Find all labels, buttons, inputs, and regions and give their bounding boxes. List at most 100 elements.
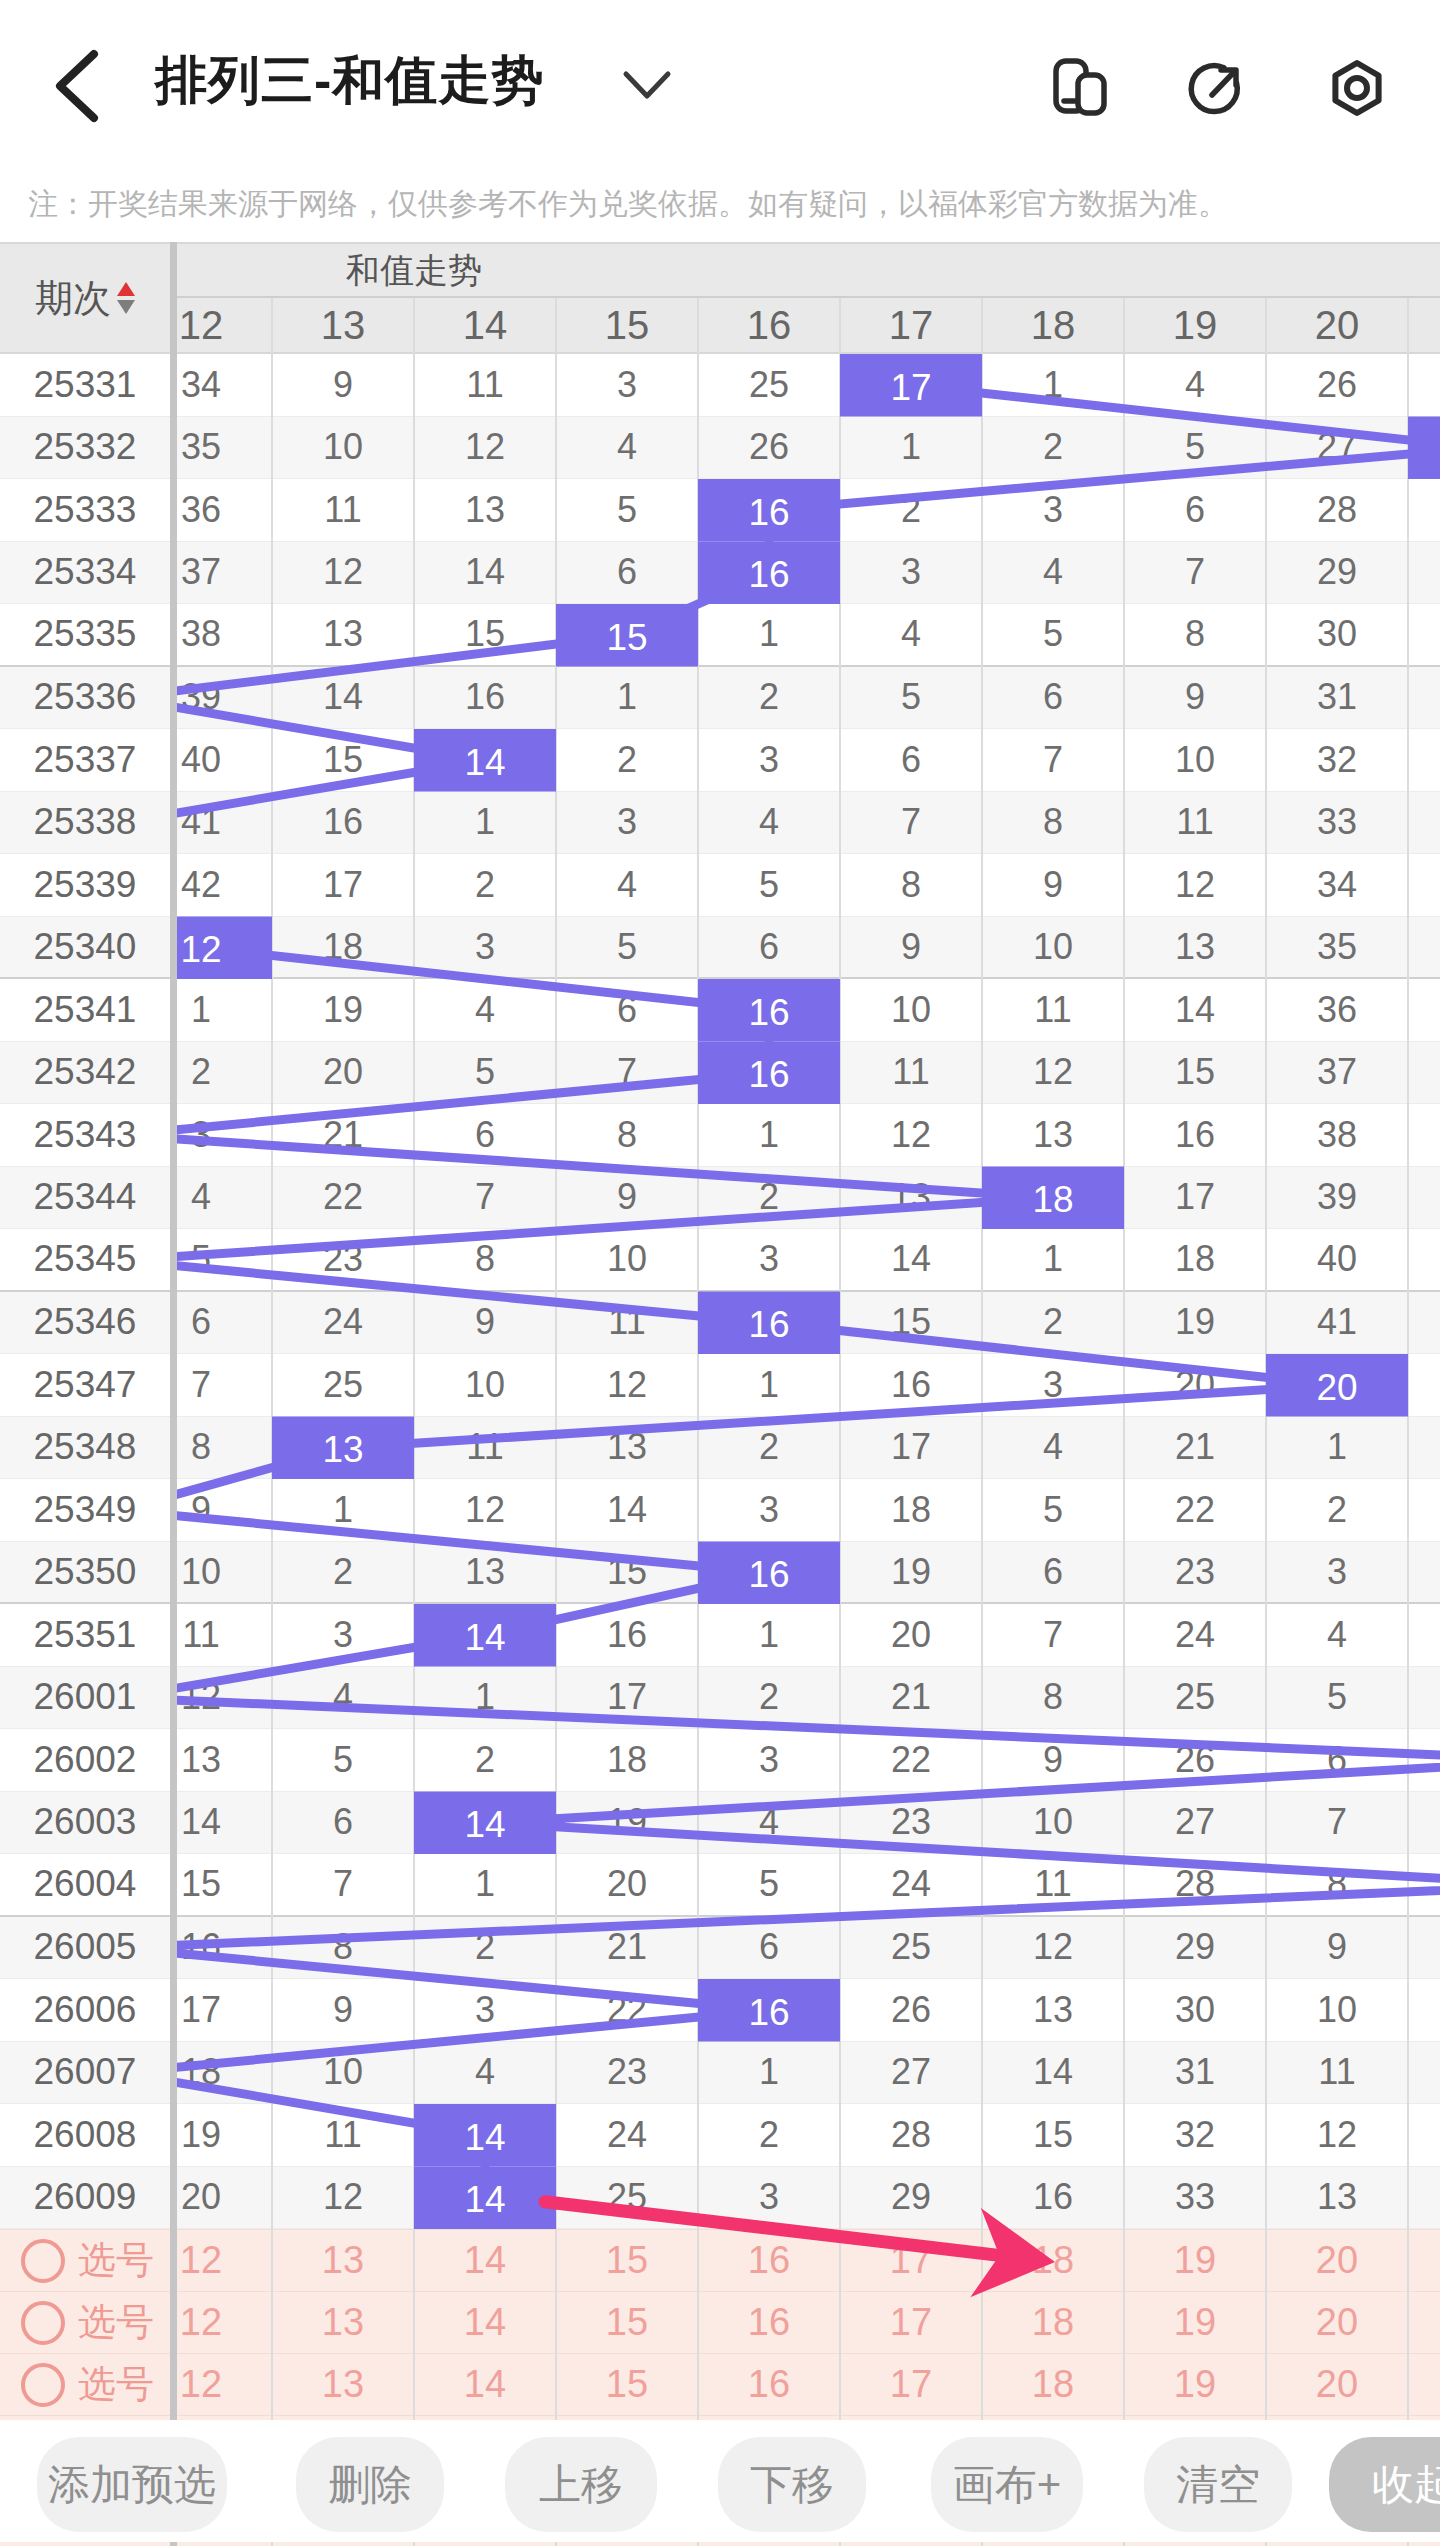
settings-icon[interactable] [1326, 58, 1388, 122]
chevron-down-icon[interactable] [618, 66, 676, 106]
value-cell: 19 [283, 979, 403, 1041]
value-cell: 3 [709, 1729, 829, 1791]
value-cell: 3 [709, 1229, 829, 1290]
selection-value[interactable]: 15 [567, 2292, 687, 2353]
value-cell: 4 [1135, 354, 1255, 416]
value-cell: 6 [709, 917, 829, 978]
value-cell: 17 [851, 1417, 971, 1479]
selection-value[interactable]: 15 [567, 2354, 687, 2415]
value-cell: 11 [425, 354, 545, 416]
value-cell: 23 [283, 1229, 403, 1290]
selection-row[interactable]: 选号121314151617181920 [0, 2229, 1440, 2291]
selection-value[interactable]: 20 [1277, 2354, 1397, 2415]
selection-value[interactable]: 14 [425, 2354, 545, 2415]
selection-value[interactable]: 12 [141, 2354, 261, 2415]
selection-value[interactable]: 17 [851, 2292, 971, 2353]
selection-value[interactable]: 19 [1135, 2354, 1255, 2415]
selection-value[interactable]: 18 [993, 2230, 1113, 2291]
table-row: 253499112143185222 [0, 1479, 1440, 1542]
value-cell: 8 [1135, 604, 1255, 665]
selection-value[interactable]: 16 [709, 2292, 829, 2353]
selection-row[interactable]: 选号121314151617181920 [0, 2291, 1440, 2353]
selection-value[interactable]: 14 [425, 2230, 545, 2291]
value-cell: 5 [851, 667, 971, 729]
table-row: 253501021315196233 [0, 1542, 1440, 1605]
selection-value[interactable]: 14 [425, 2292, 545, 2353]
value-cell: 5 [709, 1854, 829, 1915]
value-cell: 11 [993, 1854, 1113, 1915]
selection-value[interactable]: 15 [567, 2230, 687, 2291]
selection-value[interactable]: 12 [141, 2292, 261, 2353]
value-cell: 9 [141, 1479, 261, 1541]
back-icon[interactable] [48, 48, 104, 124]
delete-button[interactable]: 删除 [296, 2437, 444, 2532]
move-up-button[interactable]: 上移 [505, 2437, 657, 2532]
selection-value[interactable]: 17 [851, 2354, 971, 2415]
value-cell: 12 [993, 1917, 1113, 1979]
selection-value[interactable]: 17 [851, 2230, 971, 2291]
value-cell: 30 [1277, 604, 1397, 665]
value-cell: 14 [283, 667, 403, 729]
value-cell: 11 [283, 2104, 403, 2166]
value-cell: 2 [567, 729, 687, 791]
selection-circle-icon[interactable] [21, 2301, 65, 2345]
selection-circle-icon[interactable] [21, 2239, 65, 2283]
sort-icon[interactable] [117, 282, 135, 314]
value-cell: 39 [1277, 1167, 1397, 1229]
value-cell: 23 [567, 2042, 687, 2104]
selection-value[interactable]: 19 [1135, 2230, 1255, 2291]
value-cell: 27 [1135, 1792, 1255, 1854]
value-cell: 3 [283, 1604, 403, 1666]
table-row: 2533235101242612527 [0, 417, 1440, 480]
table-row: 260071810423127143111 [0, 2042, 1440, 2105]
collapse-button[interactable]: 收起 [1329, 2437, 1440, 2532]
selection-row[interactable]: 选号121314151617181920 [0, 2353, 1440, 2415]
value-cell: 4 [851, 604, 971, 665]
value-cell: 5 [1277, 1667, 1397, 1729]
value-cell: 12 [425, 417, 545, 479]
selection-value[interactable]: 13 [283, 2354, 403, 2415]
value-cell: 1 [709, 2042, 829, 2104]
value-cell: 35 [141, 417, 261, 479]
selection-value[interactable]: 12 [141, 2230, 261, 2291]
value-cell: 41 [141, 792, 261, 854]
value-cell: 2 [425, 854, 545, 916]
value-cell: 23 [1135, 1542, 1255, 1603]
value-cell: 31 [1277, 667, 1397, 729]
value-cell: 4 [141, 1167, 261, 1229]
table-row: 253384116134781133 [0, 792, 1440, 855]
canvas-button[interactable]: 画布+ [931, 2437, 1083, 2532]
value-cell: 2 [1277, 1479, 1397, 1541]
selection-value[interactable]: 16 [709, 2230, 829, 2291]
selection-value[interactable]: 16 [709, 2354, 829, 2415]
add-preselect-button[interactable]: 添加预选 [37, 2437, 227, 2532]
selection-value[interactable]: 13 [283, 2230, 403, 2291]
value-cell: 24 [851, 1854, 971, 1915]
value-cell: 22 [1135, 1479, 1255, 1541]
selection-value[interactable]: 18 [993, 2292, 1113, 2353]
value-cell: 18 [851, 1479, 971, 1541]
value-cell: 33 [1277, 792, 1397, 854]
selection-value[interactable]: 19 [1135, 2292, 1255, 2353]
window-switch-icon[interactable] [1051, 58, 1113, 122]
move-down-button[interactable]: 下移 [718, 2437, 866, 2532]
column-gridline [1123, 298, 1125, 2546]
value-cell: 13 [993, 1979, 1113, 2041]
value-cell: 39 [141, 667, 261, 729]
table-row: 25340183569101335 [0, 917, 1440, 980]
value-cell: 15 [993, 2104, 1113, 2166]
value-cell: 18 [283, 917, 403, 978]
selection-value[interactable]: 13 [283, 2292, 403, 2353]
selection-value[interactable]: 20 [1277, 2230, 1397, 2291]
column-header-17: 17 [851, 296, 971, 354]
value-cell: 6 [709, 1917, 829, 1979]
value-cell: 31 [1135, 2042, 1255, 2104]
clear-button[interactable]: 清空 [1144, 2437, 1292, 2532]
value-cell: 41 [1277, 1292, 1397, 1354]
share-icon[interactable] [1185, 58, 1247, 122]
selection-value[interactable]: 18 [993, 2354, 1113, 2415]
selection-value[interactable]: 20 [1277, 2292, 1397, 2353]
value-cell: 1 [709, 1604, 829, 1666]
table-row: 253422205711121537 [0, 1042, 1440, 1105]
selection-circle-icon[interactable] [21, 2363, 65, 2407]
